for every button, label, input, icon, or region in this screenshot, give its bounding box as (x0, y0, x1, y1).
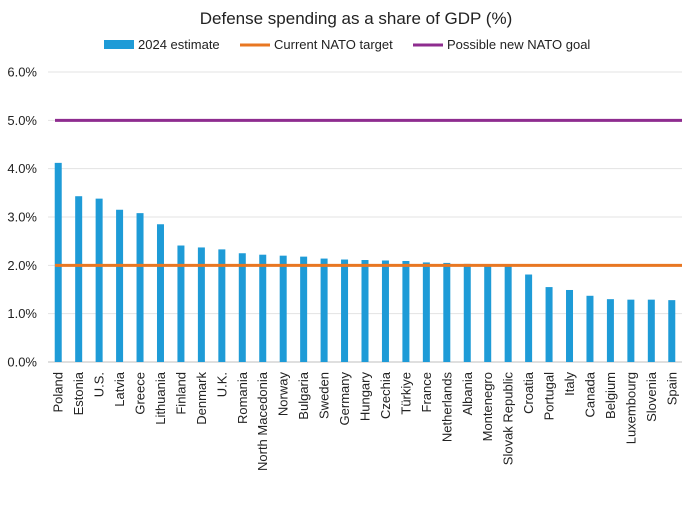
bar-slovenia (647, 299, 655, 362)
x-category-label: Latvia (112, 371, 127, 406)
bar-romania (238, 253, 246, 362)
bar-spain (668, 300, 676, 362)
x-category-label: Italy (562, 372, 577, 396)
legend-label-current-nato-target: Current NATO target (274, 37, 393, 52)
legend: 2024 estimate Current NATO target Possib… (104, 37, 590, 52)
bar-czechia (381, 260, 389, 362)
bar-germany (341, 259, 349, 362)
x-category-label: Germany (337, 372, 352, 426)
x-category-label: Spain (664, 372, 679, 405)
x-category-label: Canada (582, 371, 597, 417)
y-tick-label: 0.0% (7, 355, 37, 370)
bars (54, 162, 676, 362)
bar-sweden (320, 258, 328, 362)
bar-u-k (218, 249, 226, 362)
x-category-label: Romania (235, 371, 250, 424)
x-category-label: Lithuania (153, 371, 168, 425)
bar-u-s (95, 198, 103, 362)
y-tick-label: 4.0% (7, 161, 37, 176)
x-category-label: France (419, 372, 434, 412)
bar-north-macedonia (259, 254, 267, 362)
legend-swatch-2024-estimate (104, 40, 134, 49)
x-category-label: Finland (173, 372, 188, 415)
x-category-label: Hungary (358, 372, 373, 422)
bar-lithuania (156, 224, 164, 362)
bar-greece (136, 213, 144, 362)
x-category-label: Denmark (194, 372, 209, 425)
x-category-label: Türkiye (398, 372, 413, 415)
x-category-label: North Macedonia (255, 371, 270, 471)
x-category-label: Slovak Republic (501, 372, 516, 466)
legend-label-2024-estimate: 2024 estimate (138, 37, 220, 52)
bar-belgium (606, 299, 614, 362)
y-tick-label: 6.0% (7, 65, 37, 80)
bar-hungary (361, 260, 369, 362)
reference-lines (55, 118, 682, 267)
bar-slovak-republic (504, 265, 512, 362)
bar-portugal (545, 287, 553, 362)
bar-france (422, 262, 430, 362)
y-tick-label: 2.0% (7, 258, 37, 273)
bar-croatia (525, 274, 533, 362)
bar-canada (586, 295, 594, 362)
x-category-label: Czechia (378, 371, 393, 419)
x-axis-labels: Poland Estonia U.S. Latvia Greece Lithuania Fi… (51, 371, 680, 471)
x-category-label: Sweden (317, 372, 332, 419)
x-category-label: Luxembourg (623, 372, 638, 444)
x-category-label: Belgium (603, 372, 618, 419)
x-category-label: Netherlands (439, 372, 454, 443)
x-category-label: Slovenia (644, 371, 659, 422)
bar-bulgaria (300, 256, 308, 362)
x-category-label: Norway (276, 372, 291, 417)
bar-norway (279, 255, 287, 362)
x-category-label: Albania (460, 371, 475, 415)
x-category-label: U.S. (92, 372, 107, 397)
x-category-label: Poland (51, 372, 66, 412)
bar-poland (54, 162, 62, 362)
chart-title: Defense spending as a share of GDP (%) (200, 9, 512, 28)
bar-netherlands (443, 262, 451, 362)
legend-label-possible-new-nato-goal: Possible new NATO goal (447, 37, 590, 52)
x-category-label: Bulgaria (296, 371, 311, 419)
bar-luxembourg (627, 299, 635, 362)
bar-finland (177, 245, 185, 362)
bar-albania (463, 263, 471, 362)
x-category-label: U.K. (214, 372, 229, 397)
bar-estonia (75, 196, 83, 362)
y-tick-label: 3.0% (7, 210, 37, 225)
bar-t-rkiye (402, 260, 410, 362)
x-category-label: Greece (133, 372, 148, 415)
y-axis-ticks: 0.0% 1.0% 2.0% 3.0% 4.0% 5.0% 6.0% (7, 65, 37, 370)
x-category-label: Montenegro (480, 372, 495, 441)
x-category-label: Portugal (542, 372, 557, 421)
bar-montenegro (484, 264, 492, 362)
x-category-label: Estonia (71, 371, 86, 415)
y-tick-label: 1.0% (7, 306, 37, 321)
bar-italy (566, 289, 574, 362)
bar-latvia (116, 209, 124, 362)
y-tick-label: 5.0% (7, 113, 37, 128)
x-category-label: Croatia (521, 371, 536, 414)
bar-denmark (197, 247, 205, 362)
